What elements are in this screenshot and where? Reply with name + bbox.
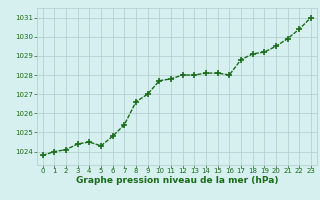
X-axis label: Graphe pression niveau de la mer (hPa): Graphe pression niveau de la mer (hPa) (76, 176, 278, 185)
